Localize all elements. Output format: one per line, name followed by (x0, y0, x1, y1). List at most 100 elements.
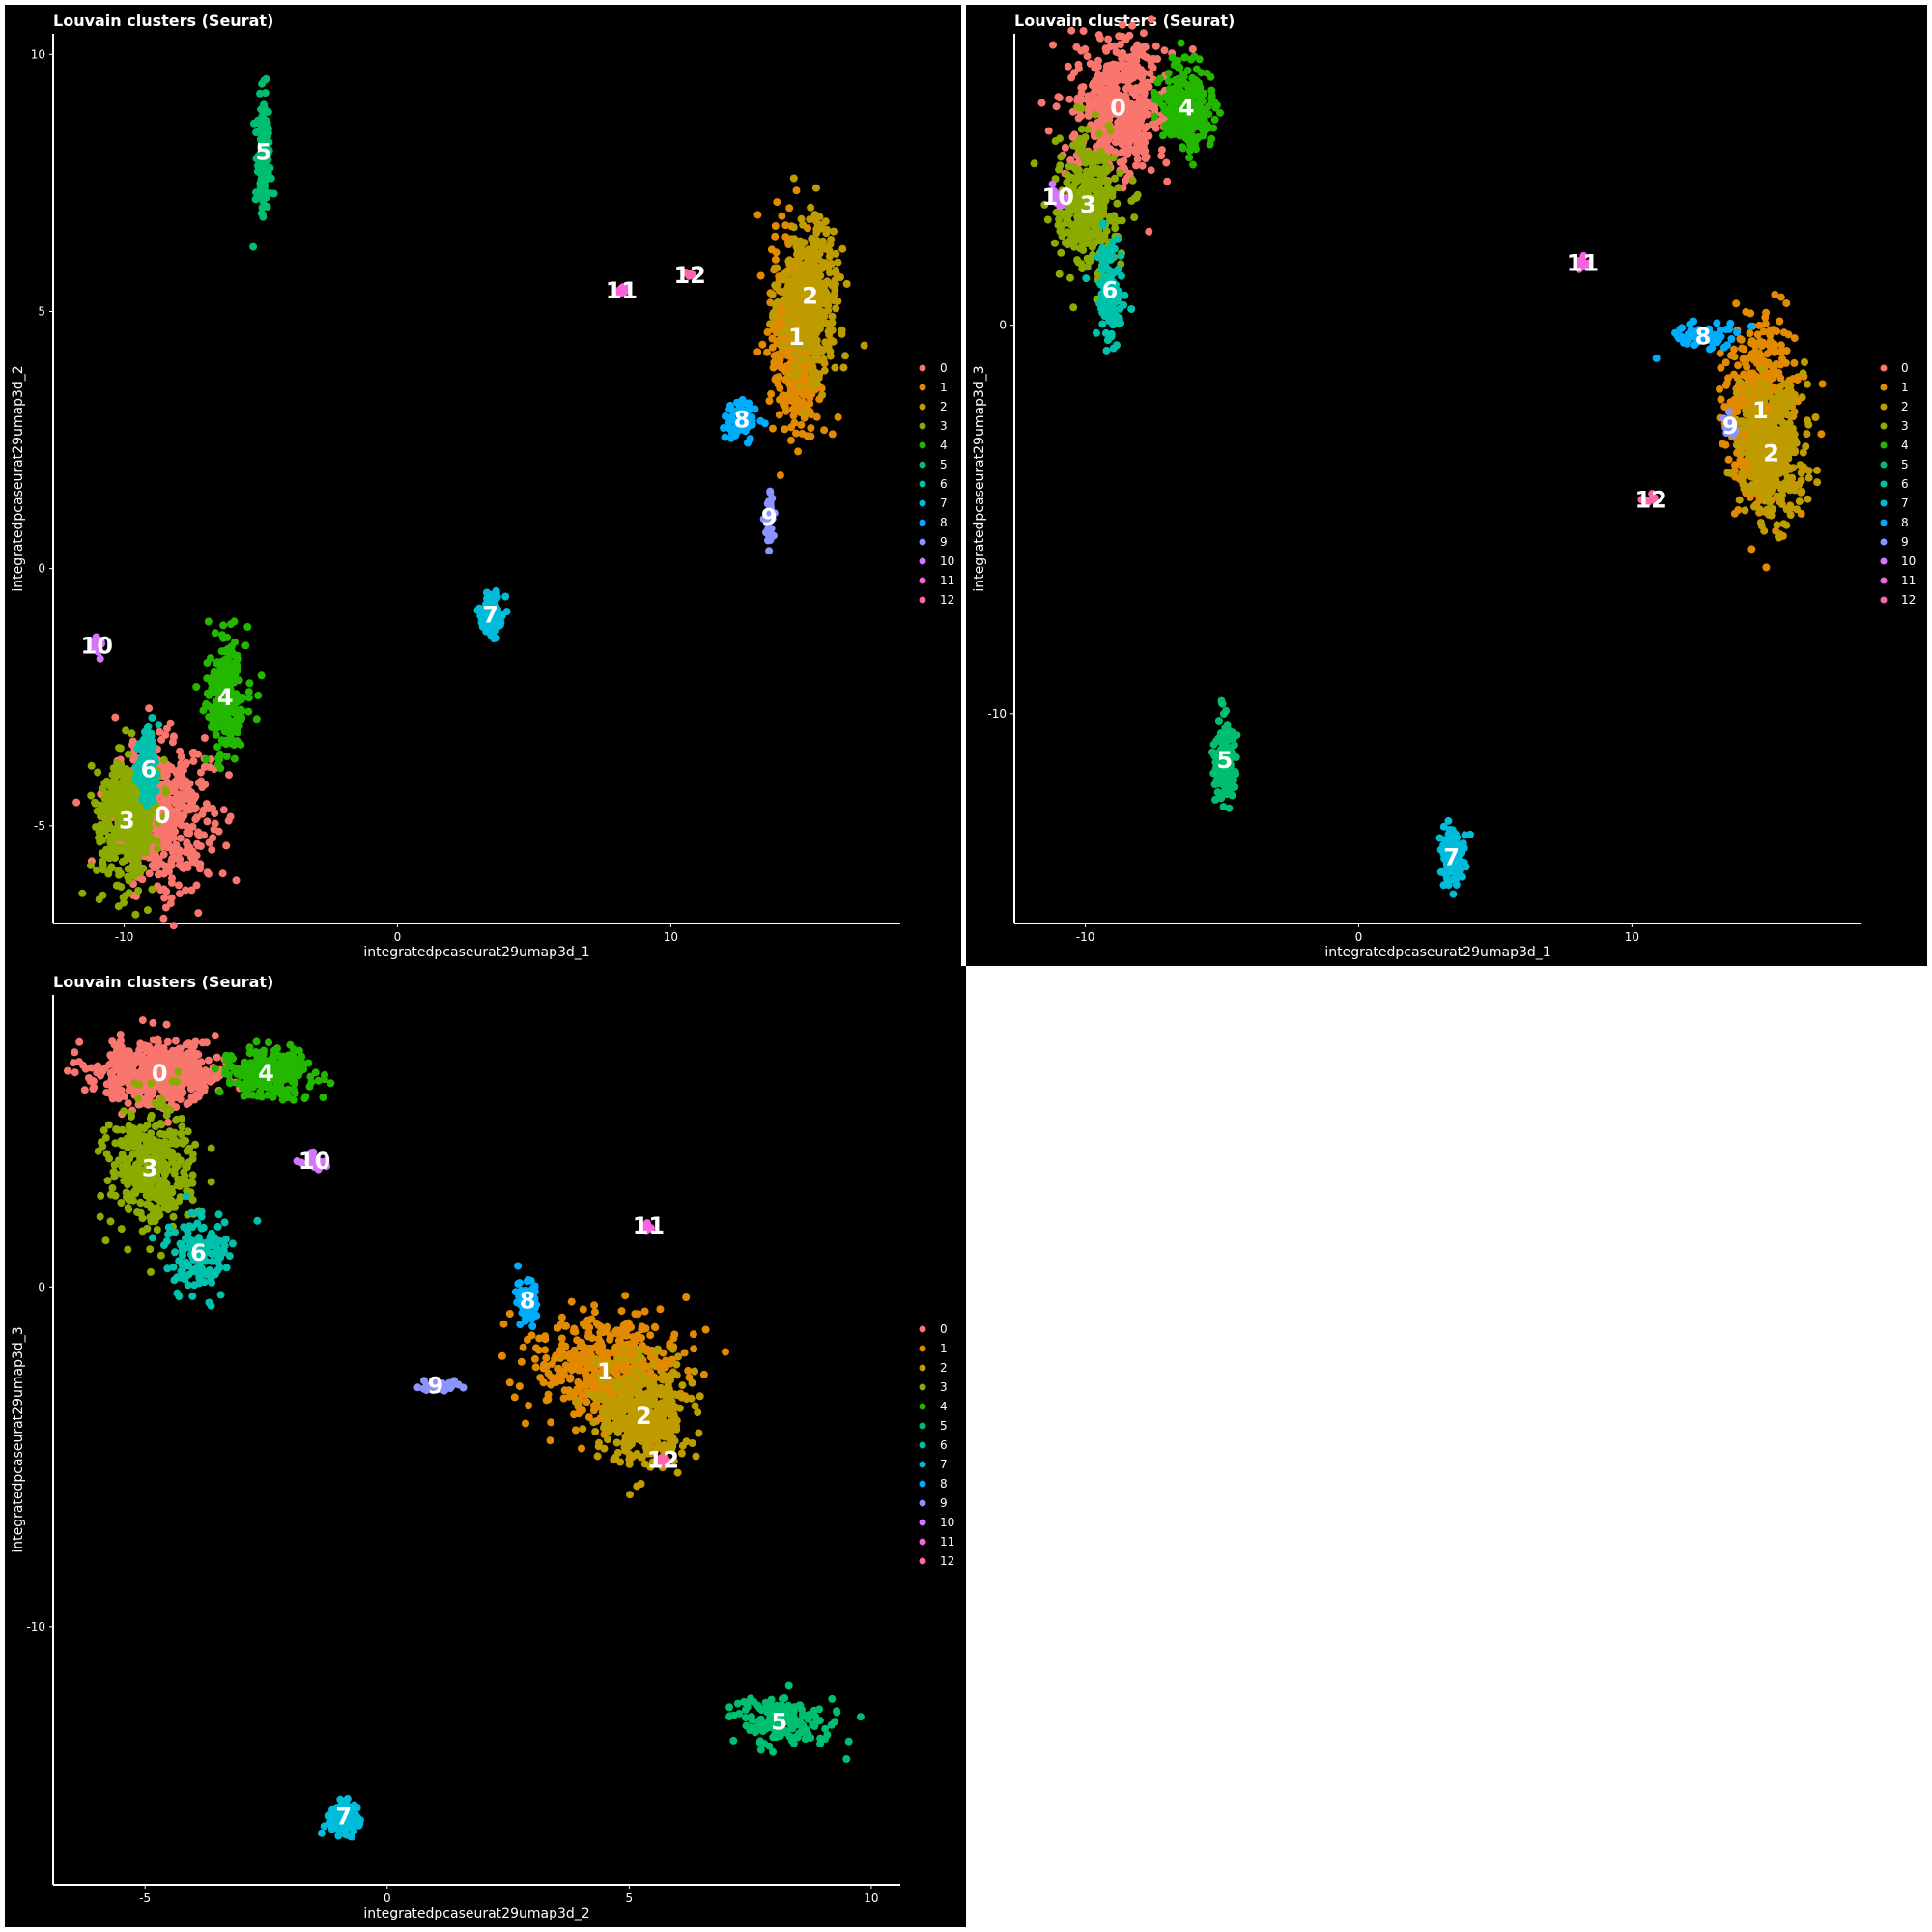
legend-swatch (919, 499, 926, 507)
cluster-point (1104, 35, 1113, 43)
cluster-point (1103, 166, 1112, 175)
cluster-point (1771, 481, 1779, 490)
cluster-point (1123, 150, 1132, 158)
cluster-point (219, 806, 228, 814)
cluster-point (1103, 178, 1112, 186)
legend-label: 8 (940, 516, 948, 529)
cluster-point (1741, 506, 1749, 515)
cluster-point (166, 719, 175, 727)
cluster-point (1155, 74, 1164, 83)
cluster-point (142, 734, 151, 743)
cluster-point (1737, 448, 1746, 457)
cluster-point (1135, 131, 1144, 140)
cluster-point (807, 203, 815, 212)
cluster-point (129, 848, 138, 856)
cluster-point (219, 621, 228, 630)
cluster-point (1719, 440, 1727, 448)
cluster-point (1766, 337, 1775, 346)
cluster-point (111, 713, 120, 722)
cluster-point (1724, 455, 1733, 464)
cluster-point (113, 765, 122, 774)
cluster-point (1126, 59, 1135, 68)
cluster-point (1817, 430, 1826, 439)
cluster-point (1109, 70, 1118, 78)
cluster-point (1797, 488, 1805, 497)
cluster-point (721, 433, 729, 441)
cluster-point (786, 436, 795, 444)
cluster-label-9: 9 (761, 503, 778, 530)
cluster-point (1766, 414, 1775, 423)
cluster-point (821, 297, 830, 305)
cluster-point (1067, 26, 1076, 35)
cluster-point (731, 408, 740, 416)
cluster-point (225, 771, 233, 780)
cluster-point (1759, 413, 1768, 421)
cluster-point (791, 360, 800, 369)
cluster-point (174, 805, 183, 813)
cluster-point (771, 375, 780, 384)
cluster-label-1: 1 (788, 324, 805, 351)
cluster-point (1131, 91, 1140, 99)
cluster-point (1104, 185, 1113, 193)
cluster-point (1106, 61, 1115, 70)
cluster-point (1773, 521, 1781, 529)
cluster-point (181, 777, 189, 785)
cluster-point (1761, 313, 1770, 322)
cluster-point (804, 283, 812, 292)
cluster-point (1179, 70, 1187, 78)
cluster-point (1747, 337, 1756, 346)
cluster-point (766, 320, 774, 328)
cluster-point (806, 215, 814, 224)
cluster-point (169, 922, 178, 930)
scatter-plot-2: Louvain clusters (Seurat)-10 0 10-100integ… (972, 12, 1916, 960)
cluster-point (813, 380, 822, 388)
cluster-point (820, 287, 829, 296)
cluster-point (203, 817, 212, 826)
cluster-point (1057, 153, 1065, 161)
cluster-point (103, 807, 112, 815)
cluster-point (231, 638, 239, 646)
cluster-point (1076, 227, 1085, 236)
cluster-point (1094, 129, 1103, 138)
legend-item-4: 4 (919, 439, 948, 452)
cluster-point (78, 889, 87, 897)
cluster-point (1736, 437, 1745, 445)
cluster-point (257, 105, 266, 114)
cluster-point (1119, 32, 1126, 41)
cluster-point (1799, 369, 1807, 378)
cluster-point (144, 756, 153, 765)
cluster-point (1790, 486, 1799, 495)
cluster-point (1056, 134, 1064, 143)
cluster-point (188, 848, 197, 857)
cluster-point (159, 812, 168, 821)
cluster-point (1044, 127, 1053, 135)
cluster-point (832, 266, 840, 274)
cluster-point (1747, 350, 1756, 358)
cluster-point (792, 186, 801, 195)
cluster-point (258, 146, 267, 155)
cluster-point (1133, 41, 1142, 49)
cluster-point (1093, 229, 1101, 238)
cluster-point (1103, 86, 1112, 95)
cluster-point (751, 405, 759, 413)
cluster-point (799, 300, 808, 309)
cluster-point (172, 840, 181, 849)
cluster-point (116, 744, 125, 753)
cluster-point (828, 430, 837, 439)
cluster-point (832, 304, 840, 313)
cluster-point (1139, 29, 1148, 38)
cluster-point (1109, 106, 1118, 114)
cluster-point (801, 252, 810, 261)
legend-swatch (919, 384, 926, 391)
cluster-point (763, 327, 772, 336)
cluster-point (1189, 132, 1198, 141)
cluster-point (1073, 256, 1082, 265)
cluster-point (159, 914, 168, 923)
cluster-point (1069, 303, 1078, 312)
cluster-point (739, 424, 748, 433)
cluster-point (216, 662, 225, 670)
cluster-point (790, 393, 799, 402)
cluster-point (765, 397, 774, 405)
cluster-point (1083, 254, 1092, 263)
cluster-point (196, 860, 205, 868)
